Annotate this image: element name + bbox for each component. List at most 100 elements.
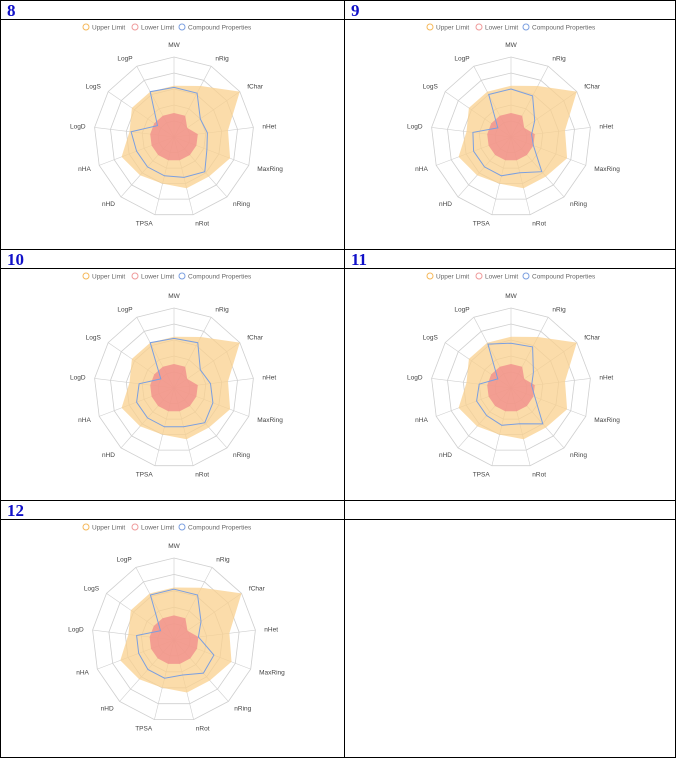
axis-label-nha: nHA bbox=[78, 417, 91, 424]
grid-ring bbox=[94, 307, 254, 467]
axis-label-logs: LogS bbox=[423, 335, 439, 342]
axis-label-nhet: nHet bbox=[262, 124, 276, 131]
series-compound-polygon bbox=[136, 337, 214, 428]
axis-label-logd: LogD bbox=[70, 124, 86, 131]
axis-label-nhd: nHD bbox=[439, 201, 452, 208]
axis-label-fchar: fChar bbox=[584, 84, 601, 91]
axis-label-logp: LogP bbox=[117, 557, 132, 564]
legend-item-upper[interactable]: Upper Limit bbox=[426, 272, 469, 280]
axis-label-fchar: fChar bbox=[584, 335, 601, 342]
legend-marker-lower bbox=[475, 23, 483, 31]
panel-number-empty bbox=[345, 501, 675, 520]
series-lower-polygon bbox=[150, 113, 198, 161]
legend-item-upper[interactable]: Upper Limit bbox=[82, 523, 125, 531]
axis-label-nrig: nRig bbox=[215, 56, 229, 63]
legend-marker-compound bbox=[522, 272, 530, 280]
legend-label-compound: Compound Properties bbox=[532, 24, 596, 31]
legend-item-compound[interactable]: Compound Properties bbox=[178, 523, 252, 531]
legend-label-compound: Compound Properties bbox=[188, 524, 252, 531]
legend-marker-compound bbox=[178, 272, 186, 280]
panel-number: 11 bbox=[345, 250, 675, 269]
axis-label-nrig: nRig bbox=[552, 307, 566, 314]
chart-panel-11: 11 Upper Limit Lower Limit Compound Proper… bbox=[344, 249, 676, 501]
axis-label-maxring: MaxRing bbox=[257, 417, 283, 424]
legend: Upper Limit Lower Limit Compound Propertie… bbox=[426, 23, 596, 31]
axis-label-logp: LogP bbox=[117, 307, 132, 314]
axis-labels: MW nRig fChar nHet MaxRing nRing nRot TPSA nHD nH… bbox=[70, 42, 283, 228]
radar-chart-12: Upper Limit Lower Limit Compound Propertie… bbox=[68, 523, 285, 733]
axis-label-logs: LogS bbox=[84, 586, 100, 593]
grid-ring bbox=[92, 557, 256, 721]
axis-label-tpsa: TPSA bbox=[473, 221, 491, 228]
legend-label-upper: Upper Limit bbox=[92, 273, 125, 280]
axis-label-nhd: nHD bbox=[439, 452, 452, 459]
axis-label-nhd: nHD bbox=[102, 201, 115, 208]
legend-item-upper[interactable]: Upper Limit bbox=[82, 272, 125, 280]
axis-label-logp: LogP bbox=[117, 56, 132, 63]
series-compound-polygon bbox=[136, 588, 215, 679]
axis-label-nha: nHA bbox=[78, 166, 91, 173]
legend-label-upper: Upper Limit bbox=[436, 273, 469, 280]
legend: Upper Limit Lower Limit Compound Propertie… bbox=[426, 272, 596, 280]
axis-label-logp: LogP bbox=[454, 307, 469, 314]
axis-label-fchar: fChar bbox=[247, 335, 264, 342]
chart-panel-8: 8 Upper Limit Lower Limit Compound Propert… bbox=[0, 0, 345, 250]
axis-label-nhd: nHD bbox=[102, 452, 115, 459]
chart-panel-10: 10 Upper Limit Lower Limit Compound Proper… bbox=[0, 249, 345, 501]
legend-marker-upper bbox=[82, 523, 90, 531]
legend-item-compound[interactable]: Compound Properties bbox=[522, 272, 596, 280]
series-lower-polygon bbox=[487, 113, 535, 161]
legend-marker-upper bbox=[82, 272, 90, 280]
radar-chart-11: Upper Limit Lower Limit Compound Propertie… bbox=[407, 272, 620, 479]
axis-label-nrig: nRig bbox=[215, 307, 229, 314]
axis-label-nhet: nHet bbox=[599, 124, 613, 131]
axis-label-fchar: fChar bbox=[247, 84, 264, 91]
axis-label-mw: MW bbox=[505, 293, 517, 300]
legend-item-upper[interactable]: Upper Limit bbox=[82, 23, 125, 31]
radar-chart-10: Upper Limit Lower Limit Compound Propertie… bbox=[70, 272, 283, 479]
grid-ring bbox=[431, 56, 591, 216]
legend-item-compound[interactable]: Compound Properties bbox=[178, 23, 252, 31]
axis-label-nhet: nHet bbox=[264, 626, 278, 633]
legend-label-lower: Lower Limit bbox=[485, 273, 518, 280]
legend-item-compound[interactable]: Compound Properties bbox=[178, 272, 252, 280]
legend-item-compound[interactable]: Compound Properties bbox=[522, 23, 596, 31]
axis-label-maxring: MaxRing bbox=[594, 417, 620, 424]
legend-label-compound: Compound Properties bbox=[188, 273, 252, 280]
legend-marker-lower bbox=[475, 272, 483, 280]
axis-labels: MW nRig fChar nHet MaxRing nRing nRot TPSA nHD nH… bbox=[70, 293, 283, 479]
axis-label-nrot: nRot bbox=[532, 221, 546, 228]
series-compound-polygon bbox=[130, 86, 208, 178]
axis-label-nha: nHA bbox=[415, 417, 428, 424]
axis-label-logs: LogS bbox=[86, 84, 102, 91]
legend-marker-compound bbox=[178, 523, 186, 531]
axis-label-nha: nHA bbox=[76, 670, 89, 677]
axis-labels: MW nRig fChar nHet MaxRing nRing nRot TPSA nHD nH… bbox=[68, 543, 285, 733]
axis-label-logd: LogD bbox=[407, 124, 423, 131]
axis-label-nrot: nRot bbox=[532, 472, 546, 479]
legend-item-lower[interactable]: Lower Limit bbox=[131, 272, 174, 280]
series-compound-polygon bbox=[472, 88, 543, 177]
radar-chart-8: Upper Limit Lower Limit Compound Propertie… bbox=[70, 23, 283, 228]
legend-label-compound: Compound Properties bbox=[188, 24, 252, 31]
axis-label-nhet: nHet bbox=[262, 375, 276, 382]
axis-labels: MW nRig fChar nHet MaxRing nRing nRot TPSA nHD nH… bbox=[407, 42, 620, 228]
axis-label-mw: MW bbox=[168, 543, 180, 550]
legend-item-lower[interactable]: Lower Limit bbox=[131, 23, 174, 31]
axis-label-nrot: nRot bbox=[195, 221, 209, 228]
axis-label-nhd: nHD bbox=[101, 705, 114, 712]
axis-label-maxring: MaxRing bbox=[257, 166, 283, 173]
legend-item-upper[interactable]: Upper Limit bbox=[426, 23, 469, 31]
legend-item-lower[interactable]: Lower Limit bbox=[475, 272, 518, 280]
empty-panel bbox=[344, 500, 676, 758]
axis-label-logd: LogD bbox=[68, 626, 84, 633]
legend: Upper Limit Lower Limit Compound Propertie… bbox=[82, 23, 252, 31]
chart-panel-12: 12 Upper Limit Lower Limit Compound Proper… bbox=[0, 500, 345, 758]
axis-label-nrig: nRig bbox=[552, 56, 566, 63]
legend-marker-compound bbox=[522, 23, 530, 31]
series-lower-polygon bbox=[149, 615, 199, 664]
legend-item-lower[interactable]: Lower Limit bbox=[475, 23, 518, 31]
series-lower-polygon bbox=[487, 364, 535, 412]
legend-marker-upper bbox=[82, 23, 90, 31]
legend-item-lower[interactable]: Lower Limit bbox=[131, 523, 174, 531]
